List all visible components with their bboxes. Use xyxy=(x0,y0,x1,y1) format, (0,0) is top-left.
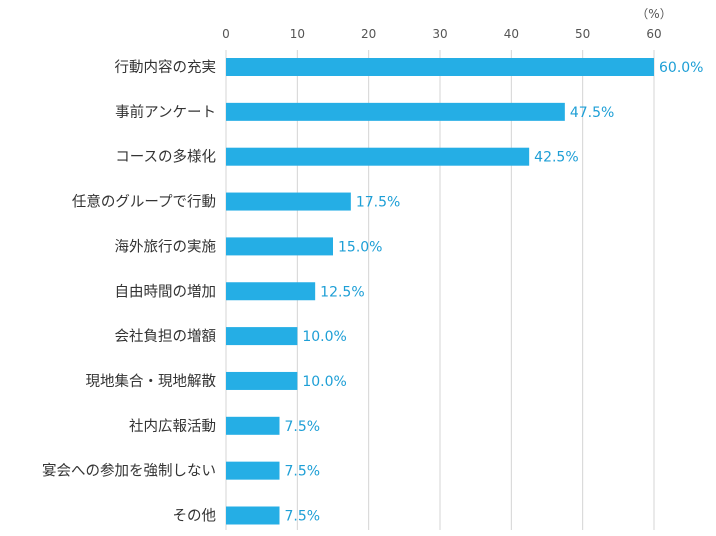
value-label: 42.5% xyxy=(534,150,578,166)
bar xyxy=(226,282,316,301)
category-label: 現地集合・現地解散 xyxy=(86,373,217,390)
x-tick-label: 10 xyxy=(290,27,305,41)
category-labels: 行動内容の充実事前アンケートコースの多様化任意のグループで行動海外旅行の実施自由… xyxy=(42,59,216,525)
category-label: 社内広報活動 xyxy=(129,418,216,435)
category-label: 海外旅行の実施 xyxy=(115,238,217,255)
bar xyxy=(226,327,298,346)
bar xyxy=(226,58,654,76)
value-labels: 60.0% 47.5% 42.5% 17.5% 15.0% 12.5% 10.0% 10.0%… xyxy=(285,60,704,525)
x-tick-label: 50 xyxy=(575,27,590,41)
bar xyxy=(226,192,351,211)
x-tick-label: 0 xyxy=(222,27,230,41)
x-tick-label: 20 xyxy=(361,27,376,41)
category-label: その他 xyxy=(173,508,217,525)
value-label: 7.5% xyxy=(285,464,321,480)
bar xyxy=(226,147,530,166)
category-label: 会社負担の増額 xyxy=(115,328,217,345)
bar xyxy=(226,506,280,525)
value-label: 60.0% xyxy=(659,60,703,76)
x-tick-label: 40 xyxy=(504,27,519,41)
value-label: 7.5% xyxy=(285,509,321,525)
bar xyxy=(226,102,565,121)
bar xyxy=(226,371,298,390)
bar xyxy=(226,237,333,256)
x-tick-label: 30 xyxy=(432,27,447,41)
bar xyxy=(226,461,280,480)
bars xyxy=(226,58,654,525)
value-label: 10.0% xyxy=(302,374,346,390)
value-label: 15.0% xyxy=(338,239,382,255)
unit-label: （%） xyxy=(636,7,671,21)
category-label: 自由時間の増加 xyxy=(115,283,217,300)
x-tick-label: 60 xyxy=(646,27,661,41)
category-label: 宴会への参加を強制しない xyxy=(42,462,216,480)
bar xyxy=(226,416,280,435)
value-label: 7.5% xyxy=(285,419,321,435)
category-label: 行動内容の充実 xyxy=(115,59,217,76)
value-label: 47.5% xyxy=(570,105,614,121)
value-label: 12.5% xyxy=(320,284,364,300)
category-label: 任意のグループで行動 xyxy=(72,193,216,211)
category-label: コースの多様化 xyxy=(115,149,216,166)
value-label: 17.5% xyxy=(356,195,400,211)
x-axis-ticks: 0 10 20 30 40 50 60 xyxy=(222,27,661,41)
category-label: 事前アンケート xyxy=(115,104,216,121)
grid-lines xyxy=(225,50,655,530)
value-label: 10.0% xyxy=(302,329,346,345)
